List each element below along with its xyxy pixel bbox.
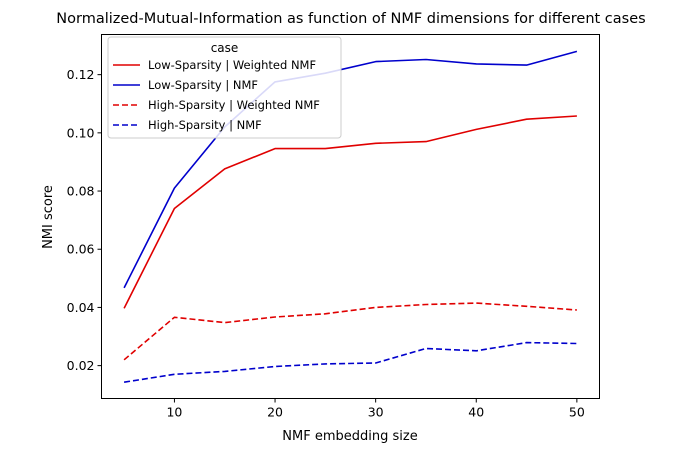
y-tick-label: 0.12 <box>67 67 95 82</box>
series-line-1 <box>123 50 578 289</box>
x-tick-label: 40 <box>468 405 484 420</box>
legend-entry-label: Low-Sparsity | NMF <box>148 78 258 92</box>
y-tick-label: 0.04 <box>67 300 95 315</box>
plot-area <box>123 50 578 383</box>
series-line-0 <box>123 115 577 309</box>
x-tick-label: 10 <box>166 405 182 420</box>
x-axis: 10 20 30 40 50 <box>166 398 585 420</box>
axes-frame <box>101 34 600 399</box>
legend-entry-label: High-Sparsity | NMF <box>148 118 262 132</box>
chart-title: Normalized-Mutual-Information as functio… <box>56 11 645 27</box>
series-line-3 <box>123 341 577 383</box>
x-tick-label: 20 <box>267 405 283 420</box>
y-axis-label: NMI score <box>41 185 56 249</box>
y-tick-label: 0.08 <box>67 184 95 199</box>
legend-box <box>107 36 342 139</box>
y-axis: 0.02 0.04 0.06 0.08 0.10 0.12 <box>67 67 102 373</box>
series-line-2 <box>123 302 577 361</box>
legend-entry-label: Low-Sparsity | Weighted NMF <box>148 58 316 72</box>
x-tick-label: 30 <box>368 405 384 420</box>
y-tick-label: 0.06 <box>67 242 95 257</box>
legend-entry-label: High-Sparsity | Weighted NMF <box>148 98 320 112</box>
x-axis-label: NMF embedding size <box>282 429 417 444</box>
legend: case Low-Sparsity | Weighted NMF Low-Spars… <box>107 36 342 139</box>
legend-title: case <box>211 41 239 55</box>
y-tick-label: 0.02 <box>67 358 95 373</box>
x-tick-label: 50 <box>569 405 585 420</box>
y-tick-label: 0.10 <box>67 125 95 140</box>
